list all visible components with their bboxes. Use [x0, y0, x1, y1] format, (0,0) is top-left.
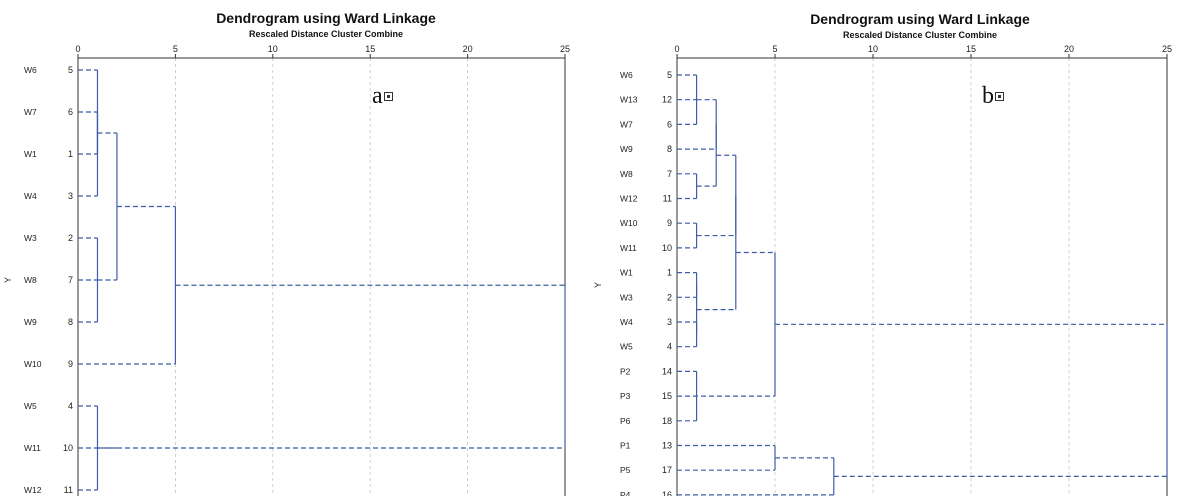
leaf-label: W10: [24, 359, 42, 369]
leaf-label: W1: [24, 149, 37, 159]
leaf-label: W6: [620, 70, 633, 80]
leaf-case-number: 10: [63, 443, 73, 453]
leaf-label: W5: [620, 342, 633, 352]
dendrogram-panel-a: Dendrogram using Ward Linkage Rescaled D…: [3, 10, 570, 496]
chart-title: Dendrogram using Ward Linkage: [216, 10, 436, 26]
y-axis-label: Y: [593, 282, 603, 288]
x-tick-label: 5: [772, 44, 777, 54]
leaf-case-number: 5: [68, 65, 73, 75]
x-tick-label: 5: [173, 44, 178, 54]
leaf-case-number: 6: [667, 119, 672, 129]
leaf-case-number: 13: [662, 441, 672, 451]
leaf-label: W7: [24, 107, 37, 117]
leaf-label: P3: [620, 391, 631, 401]
leaf-case-number: 10: [662, 243, 672, 253]
leaf-label: W5: [24, 401, 37, 411]
leaf-case-number: 11: [64, 485, 73, 495]
leaf-label: P5: [620, 465, 631, 475]
marker-icon: [383, 92, 393, 101]
chart-subtitle: Rescaled Distance Cluster Combine: [248, 29, 404, 39]
x-tick-label: 10: [868, 44, 878, 54]
leaf-case-number: 12: [662, 95, 672, 105]
leaf-label: W8: [24, 275, 37, 285]
leaf-case-number: 8: [68, 317, 73, 327]
leaf-case-number: 1: [667, 268, 672, 278]
leaf-case-number: 2: [68, 233, 73, 243]
y-axis-label: Y: [3, 277, 13, 283]
leaf-case-number: 17: [662, 465, 672, 475]
dendrogram-panel-b: Dendrogram using Ward Linkage Rescaled D…: [590, 0, 1180, 496]
leaf-case-number: 16: [662, 490, 672, 496]
leaf-case-number: 6: [68, 107, 73, 117]
leaf-label: W10: [620, 218, 638, 228]
chart-title: Dendrogram using Ward Linkage: [810, 11, 1030, 27]
leaf-case-number: 3: [68, 191, 73, 201]
x-tick-label: 25: [1162, 44, 1172, 54]
leaf-case-number: 9: [667, 218, 672, 228]
x-tick-label: 25: [560, 44, 570, 54]
leaf-label: W4: [620, 317, 633, 327]
marker-icon: [995, 92, 1004, 101]
leaf-label: P6: [620, 416, 631, 426]
leaf-label: W9: [24, 317, 37, 327]
x-tick-label: 10: [268, 44, 278, 54]
leaf-case-number: 14: [662, 366, 672, 376]
leaf-case-number: 9: [68, 359, 73, 369]
x-tick-label: 20: [1064, 44, 1074, 54]
leaf-case-number: 3: [667, 317, 672, 327]
leaf-case-number: 5: [667, 70, 672, 80]
x-tick-label: 20: [463, 44, 473, 54]
leaf-label: W13: [620, 95, 638, 105]
leaf-label: W12: [620, 194, 638, 204]
leaf-label: P4: [620, 490, 631, 496]
leaf-label: W11: [24, 443, 41, 453]
leaf-label: W8: [620, 169, 633, 179]
x-tick-label: 15: [966, 44, 976, 54]
chart-subtitle: Rescaled Distance Cluster Combine: [842, 30, 998, 40]
panel-label-text: b: [982, 83, 994, 109]
leaf-label: P2: [620, 366, 631, 376]
leaf-case-number: 4: [667, 342, 672, 352]
leaf-case-number: 4: [68, 401, 73, 411]
leaf-label: W1: [620, 268, 633, 278]
x-tick-label: 15: [365, 44, 375, 54]
leaf-case-number: 11: [663, 194, 672, 204]
panel-label-a: a: [372, 83, 393, 110]
x-tick-label: 0: [75, 44, 80, 54]
leaf-case-number: 18: [662, 416, 672, 426]
leaf-case-number: 7: [68, 275, 73, 285]
leaf-case-number: 2: [667, 292, 672, 302]
leaf-case-number: 15: [662, 391, 672, 401]
leaf-label: W12: [24, 485, 42, 495]
leaf-case-number: 7: [667, 169, 672, 179]
leaf-label: W3: [24, 233, 37, 243]
leaf-case-number: 8: [667, 144, 672, 154]
x-tick-label: 0: [674, 44, 679, 54]
panel-label-b: b: [982, 83, 1004, 110]
leaf-label: P1: [620, 441, 631, 451]
leaf-case-number: 1: [68, 149, 73, 159]
leaf-label: W7: [620, 119, 633, 129]
leaf-label: W11: [620, 243, 637, 253]
leaf-label: W6: [24, 65, 37, 75]
leaf-label: W4: [24, 191, 37, 201]
leaf-label: W9: [620, 144, 633, 154]
leaf-label: W3: [620, 292, 633, 302]
panel-label-text: a: [372, 83, 383, 109]
